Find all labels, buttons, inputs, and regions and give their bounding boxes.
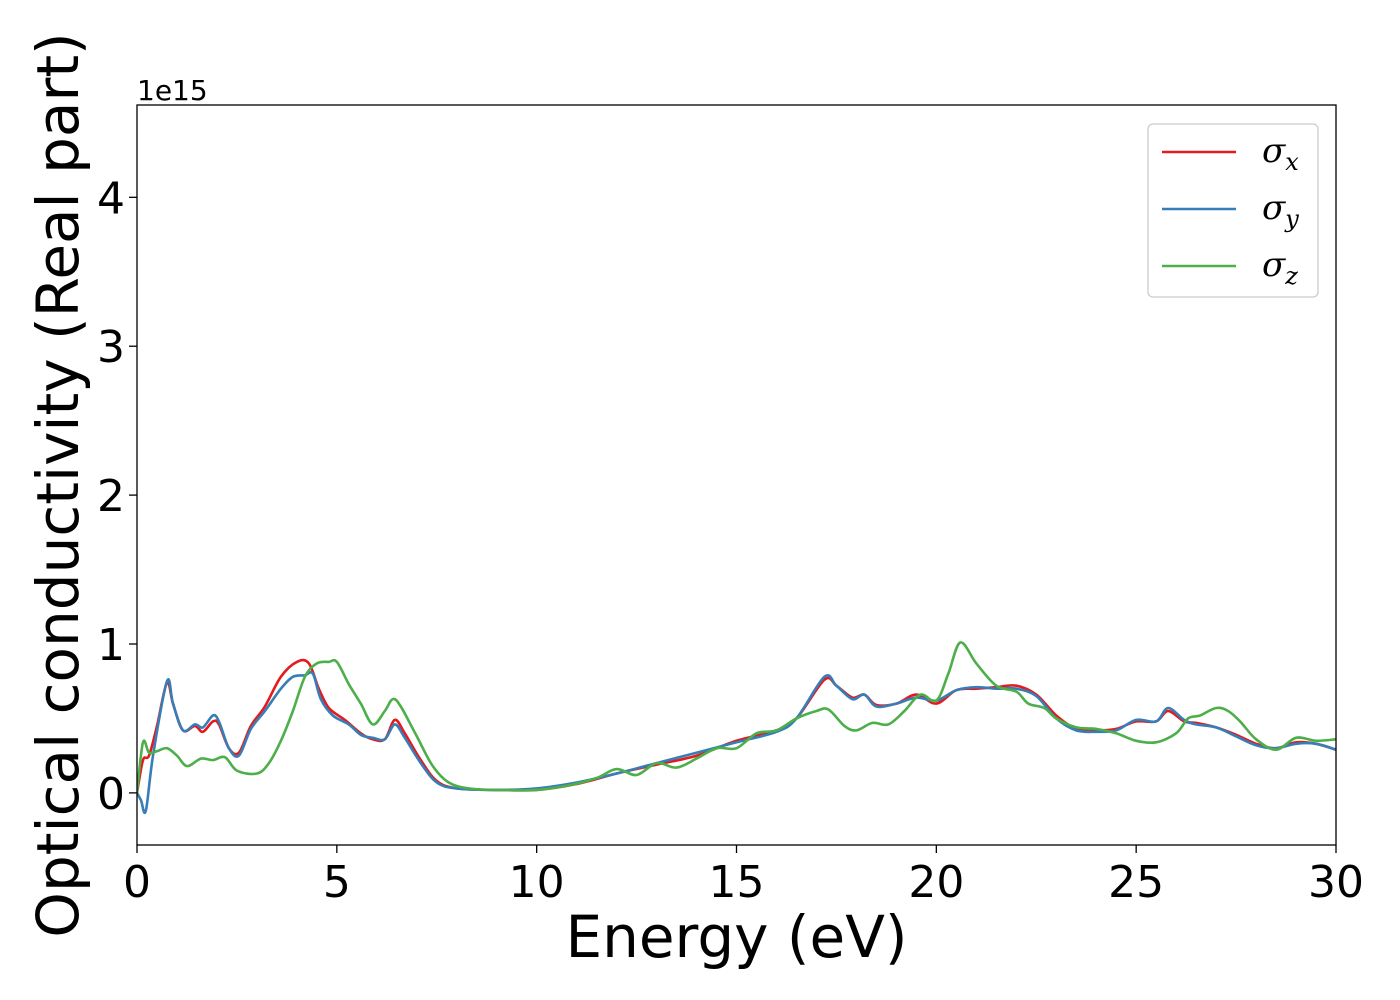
y-tick-label: 4 — [97, 173, 125, 224]
y-tick-label: 0 — [97, 769, 125, 820]
x-axis-label: Energy (eV) — [565, 903, 907, 971]
y-axis-ticks: 0 1 2 3 4 — [97, 173, 137, 820]
y-tick-label: 1 — [97, 620, 125, 671]
x-tick-label: 25 — [1108, 857, 1164, 908]
legend-label-y: σy — [1262, 188, 1299, 233]
x-tick-label: 10 — [509, 857, 565, 908]
legend-label-z: σz — [1262, 245, 1298, 290]
x-tick-label: 20 — [908, 857, 964, 908]
legend-label-x: σx — [1262, 131, 1299, 176]
y-tick-label: 3 — [97, 322, 125, 373]
series-line-z — [137, 641, 1336, 794]
y-tick-label: 2 — [97, 471, 125, 522]
legend-box — [1147, 123, 1319, 298]
series-line-y — [137, 670, 1336, 815]
x-tick-label: 5 — [323, 857, 351, 908]
plot-area — [137, 641, 1336, 815]
x-tick-label: 30 — [1308, 857, 1364, 908]
legend: σx σy σz — [1147, 123, 1319, 298]
y-axis-label: Optical conductivity (Real part) — [24, 32, 92, 937]
x-tick-label: 0 — [123, 857, 151, 908]
x-tick-label: 15 — [709, 857, 765, 908]
x-axis-ticks: 0 5 10 15 20 25 30 — [123, 845, 1364, 908]
y-offset-label: 1e15 — [137, 74, 208, 107]
